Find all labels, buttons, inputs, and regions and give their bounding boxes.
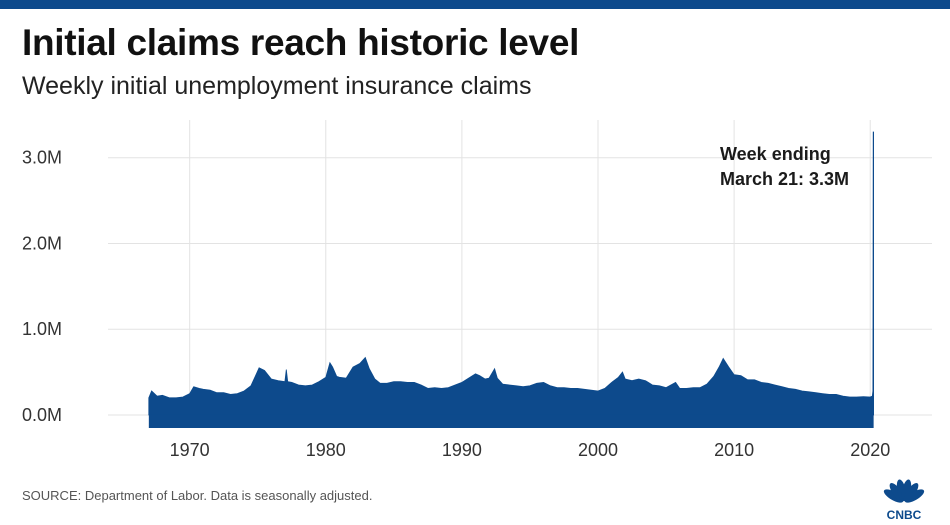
- claims-area: [148, 131, 874, 416]
- y-tick-label: 2.0M: [22, 233, 62, 253]
- x-axis-ticks: 1970 1980 1990 2000 2010 2020: [170, 440, 891, 460]
- chart-subtitle: Weekly initial unemployment insurance cl…: [22, 72, 532, 100]
- gridlines: [108, 120, 932, 428]
- x-tick-label: 1980: [306, 440, 346, 460]
- logo-text: CNBC: [887, 508, 922, 522]
- top-accent-bar: [0, 0, 950, 9]
- peacock-icon: CNBC: [883, 479, 925, 522]
- source-note: SOURCE: Department of Labor. Data is sea…: [22, 488, 373, 503]
- chart-title: Initial claims reach historic level: [22, 22, 580, 63]
- claims-chart: 0.0M 1.0M 2.0M 3.0M 1970 1980 1990 2000 2010 202…: [22, 120, 932, 460]
- peacock-feathers: [883, 479, 925, 503]
- x-tick-label: 1970: [170, 440, 210, 460]
- x-tick-label: 1990: [442, 440, 482, 460]
- x-tick-label: 2010: [714, 440, 754, 460]
- y-tick-label: 1.0M: [22, 319, 62, 339]
- y-axis-ticks: 0.0M 1.0M 2.0M 3.0M: [22, 148, 62, 425]
- y-tick-label: 3.0M: [22, 148, 62, 168]
- annotation-label: Week ending: [720, 144, 831, 164]
- series-area: [148, 131, 874, 428]
- peacock-feather: [904, 489, 925, 503]
- x-tick-label: 2020: [850, 440, 890, 460]
- y-tick-label: 0.0M: [22, 405, 62, 425]
- annotation-label: March 21: 3.3M: [720, 169, 849, 189]
- claims-area-base: [148, 415, 874, 428]
- annotation: Week ending March 21: 3.3M: [720, 144, 849, 189]
- x-tick-label: 2000: [578, 440, 618, 460]
